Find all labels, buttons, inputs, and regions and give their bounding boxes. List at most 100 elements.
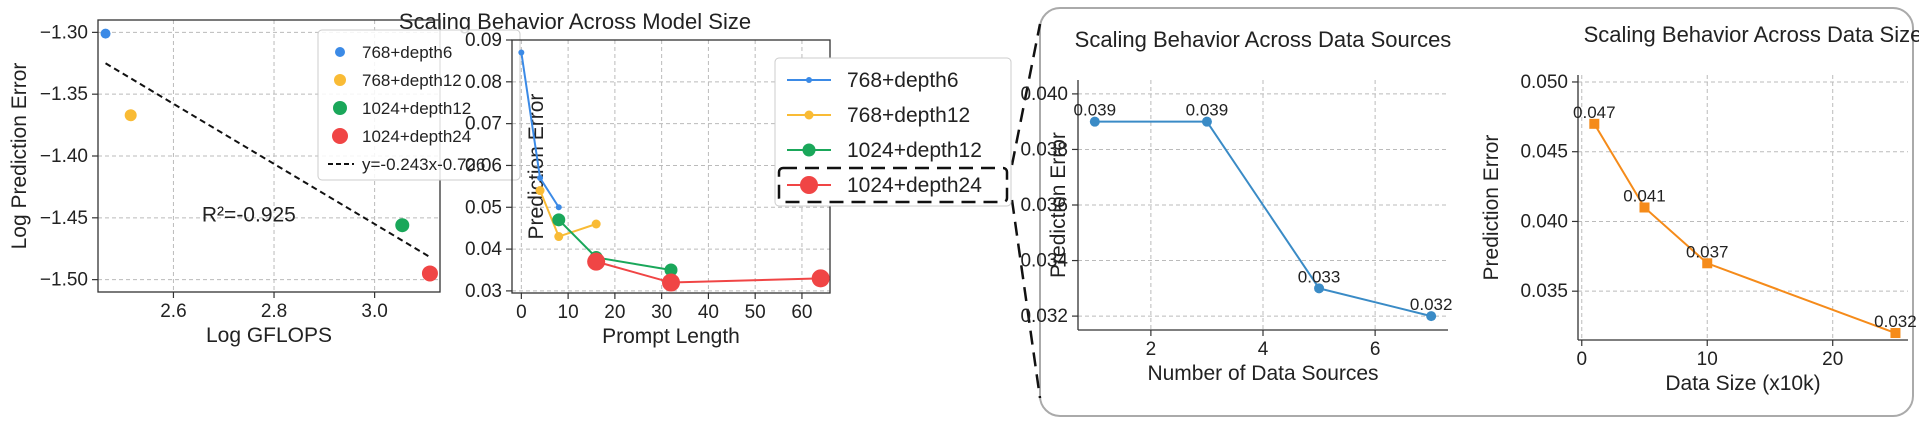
legend-marker (334, 74, 346, 86)
legend-label: 1024+depth12 (847, 139, 982, 162)
y-tick-label: 0.07 (465, 114, 502, 135)
x-tick-label: 50 (745, 302, 766, 323)
legend-label: 768+depth12 (847, 104, 970, 127)
fit-line (105, 62, 431, 258)
x-axis-label: Log GFLOPS (206, 324, 332, 347)
x-tick-label: 20 (1822, 349, 1843, 370)
y-tick-label: 0.035 (1520, 281, 1568, 302)
data-label: 0.032 (1874, 312, 1917, 331)
y-tick-label: 0.04 (465, 239, 502, 260)
point-768+depth12 (554, 232, 564, 242)
series-line (1593, 123, 1896, 334)
legend: 768+depth6 768+depth12 1024+depth12 1024+de… (774, 57, 1012, 207)
point-768+depth6 (555, 204, 562, 211)
y-axis-label: Prediction Error (1047, 132, 1070, 278)
x-tick-label: 0 (516, 302, 527, 323)
y-tick-label: 0.03 (465, 281, 502, 302)
legend-marker (333, 101, 347, 115)
data-label: 0.047 (1573, 103, 1616, 122)
chart-title: Scaling Behavior Across Data Size (1584, 22, 1919, 47)
legend-marker (335, 47, 345, 57)
point-1024+depth24 (811, 269, 830, 288)
data-point (1426, 311, 1437, 322)
x-tick-label: 30 (651, 302, 672, 323)
data-point (1639, 202, 1650, 213)
x-tick-label: 4 (1258, 339, 1269, 360)
x-tick-label: 40 (698, 302, 719, 323)
zoom-connector-bottom (1010, 199, 1042, 399)
data-point (1201, 116, 1212, 127)
y-tick-label: 0.034 (1020, 251, 1068, 272)
highlight-box (777, 166, 1009, 204)
data-point (1089, 116, 1100, 127)
data-label: 0.032 (1410, 295, 1453, 314)
x-axis-label: Prompt Length (602, 325, 740, 348)
y-tick-label: −1.50 (40, 270, 88, 291)
y-axis-label: Log Prediction Error (8, 63, 31, 250)
point-768+depth6 (100, 28, 111, 39)
y-tick-label: 0.032 (1020, 306, 1068, 327)
y-tick-label: 0.045 (1520, 142, 1568, 163)
x-axis-label: Data Size (x10k) (1665, 372, 1820, 395)
zoom-connector-top (1010, 23, 1042, 166)
legend-marker (332, 128, 348, 144)
point-1024+depth24 (587, 252, 606, 271)
series-line (1094, 120, 1432, 318)
point-1024+depth12 (552, 213, 566, 227)
y-axis-label: Prediction Error (525, 94, 548, 240)
data-label: 0.037 (1686, 242, 1729, 261)
x-tick-label: 2.6 (160, 301, 186, 322)
panel-prompt-length: 0 10 20 30 40 50 60 0.03 0.04 0.05 0.06 0.07 0.08 0.0… (465, 30, 1012, 348)
legend-label: y=-0.243x-0.726 (362, 155, 485, 174)
legend-label: 1024+depth12 (362, 99, 471, 118)
y-tick-label: 0.05 (465, 197, 502, 218)
legend-marker (800, 176, 818, 194)
x-axis-label: Number of Data Sources (1147, 362, 1378, 385)
legend-frame (317, 29, 521, 181)
legend-label: 768+depth6 (362, 43, 452, 62)
point-1024+depth24 (662, 273, 680, 292)
chart-title: Scaling Behavior Across Data Sources (1075, 27, 1452, 52)
point-1024+depth24 (421, 265, 438, 282)
data-label: 0.039 (1186, 101, 1229, 120)
y-tick-label: −1.40 (40, 146, 88, 167)
x-tick-label: 0 (1576, 349, 1587, 370)
y-tick-label: −1.45 (40, 208, 88, 229)
data-point (1702, 258, 1713, 269)
panel-model-size-scatter: 2.6 2.8 3.0 −1.30 −1.35 −1.40 −1.45 −1.50 Log GF… (8, 19, 521, 347)
legend-label: 1024+depth24 (362, 127, 471, 146)
data-label: 0.041 (1623, 187, 1666, 206)
x-tick-label: 10 (558, 302, 579, 323)
data-point (1890, 328, 1901, 339)
legend-marker (804, 110, 814, 120)
point-768+depth12 (591, 219, 601, 229)
legend: 768+depth6 768+depth12 1024+depth12 1024+de… (317, 29, 521, 181)
point-1024+depth12 (664, 263, 678, 277)
point-1024+depth12 (395, 218, 410, 233)
panel-data-size: 0 10 20 0.035 0.040 0.045 0.050 Data Size (x10k… (1480, 22, 1919, 395)
y-tick-label: 0.040 (1020, 84, 1068, 105)
data-point (1314, 283, 1325, 294)
x-tick-label: 3.0 (361, 301, 387, 322)
point-768+depth6 (518, 49, 525, 56)
y-tick-label: −1.30 (40, 22, 88, 43)
x-tick-label: 60 (791, 302, 812, 323)
data-point (1589, 118, 1600, 129)
y-axis-label: Prediction Error (1480, 135, 1503, 281)
y-tick-label: 0.036 (1020, 195, 1068, 216)
y-tick-label: 0.09 (465, 30, 502, 51)
data-label: 0.033 (1298, 267, 1341, 286)
data-label: 0.039 (1074, 101, 1117, 120)
y-tick-label: 0.040 (1520, 211, 1568, 232)
y-tick-label: 0.050 (1520, 72, 1568, 93)
r-squared-annotation: R²=-0.925 (202, 204, 296, 227)
y-tick-label: 0.038 (1020, 139, 1068, 160)
panel-data-sources: 2 4 6 0.032 0.034 0.036 0.038 0.040 Number of Da… (1020, 27, 1452, 385)
legend-marker (802, 143, 816, 157)
legend-marker (806, 77, 812, 83)
point-768+depth12 (535, 186, 545, 196)
point-768+depth12 (124, 109, 137, 122)
x-tick-label: 2 (1146, 339, 1157, 360)
